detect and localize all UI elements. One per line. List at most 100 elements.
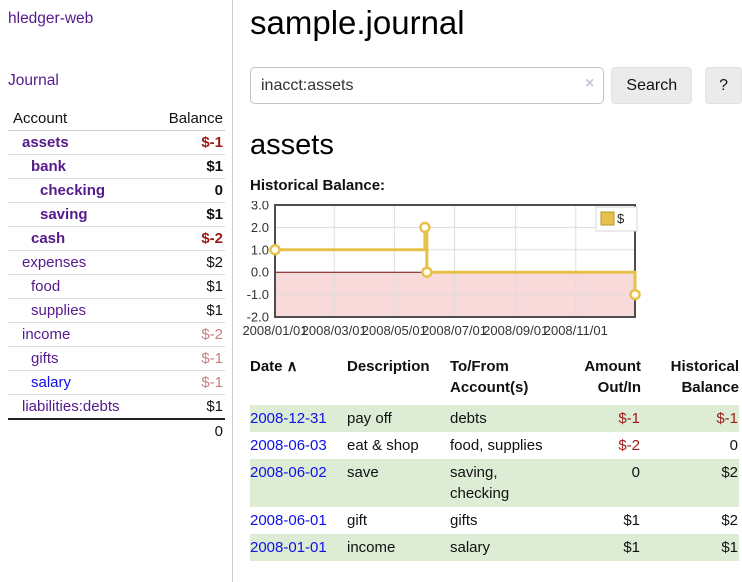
column-header-text: Out/In (597, 379, 641, 396)
column-header-historical-balance: Historical Balance (641, 356, 739, 405)
column-header-text: Date ∧ (250, 358, 298, 375)
transaction-accounts: saving, checking (450, 459, 563, 507)
account-row: expenses $2 (8, 250, 225, 275)
account-row: cash $-2 (8, 226, 225, 251)
transaction-date-link[interactable]: 2008-06-01 (250, 512, 327, 529)
search-box: × (250, 67, 605, 104)
accounts-total-row: 0 (8, 418, 225, 443)
account-link-cash[interactable]: cash (31, 230, 66, 247)
transaction-balance: $1 (721, 539, 738, 556)
account-row: assets $-1 (8, 130, 225, 155)
chart-title: Historical Balance: (250, 177, 386, 194)
account-link-saving[interactable]: saving (40, 206, 88, 223)
column-header-text: Account(s) (450, 379, 529, 396)
account-row: saving $1 (8, 202, 225, 227)
x-axis-tick-label: 2008/01/01 (242, 323, 307, 338)
sidebar: hledger-web Journal Account Balance asse… (0, 0, 233, 582)
data-point-marker (421, 266, 433, 278)
transaction-description: pay off (347, 410, 392, 427)
account-link-checking[interactable]: checking (40, 182, 106, 199)
transaction-row: 2008-06-02 save saving, checking 0 $2 (250, 459, 739, 507)
app-title-link[interactable]: hledger-web (8, 10, 94, 27)
transaction-accounts: gifts (450, 507, 563, 534)
account-balance: $1 (152, 154, 225, 179)
y-axis-tick-label: 0.0 (251, 265, 269, 280)
page-title: sample.journal (250, 4, 465, 41)
transaction-description: income (347, 539, 396, 556)
y-axis-tick-label: -1.0 (247, 287, 269, 302)
clear-search-icon[interactable]: × (585, 75, 595, 92)
transaction-row: 2008-01-01 income salary $1 $1 (250, 534, 739, 561)
accounts-header-balance: Balance (152, 107, 225, 131)
transaction-date-link[interactable]: 2008-06-02 (250, 464, 327, 481)
transaction-accounts: salary (450, 534, 563, 561)
account-link-gifts[interactable]: gifts (31, 350, 59, 367)
search-button[interactable]: Search (611, 67, 693, 104)
transaction-date-link[interactable]: 2008-06-03 (250, 437, 327, 454)
transaction-row: 2008-12-31 pay off debts $-1 $-1 (250, 405, 739, 432)
data-point-marker (629, 288, 641, 301)
search-form: × Search ? (250, 67, 742, 104)
column-header-tofrom-accounts: To/From Account(s) (450, 356, 563, 405)
transaction-amount: $-2 (618, 437, 640, 454)
transaction-amount: $1 (623, 512, 640, 529)
accounts-table-header: Account Balance (8, 107, 225, 131)
transaction-balance: $2 (721, 464, 738, 481)
account-row: income $-2 (8, 322, 225, 347)
account-balance: $1 (152, 274, 225, 299)
column-header-text: Balance (681, 379, 739, 396)
account-heading: assets (250, 129, 334, 161)
account-row: bank $1 (8, 154, 225, 179)
historical-balance-chart: $3.0 2.0 1.0 0.0 -1.0 -2.0 2008/01/01 2008/03/0… (235, 198, 645, 343)
account-balance: $-2 (152, 226, 225, 251)
account-link-bank[interactable]: bank (31, 158, 67, 175)
transaction-accounts-line: saving, (450, 464, 498, 481)
transaction-accounts-line: gifts (450, 512, 478, 529)
transaction-balance: 0 (729, 437, 738, 454)
transaction-accounts-line: food, supplies (450, 437, 543, 454)
transaction-date-link[interactable]: 2008-01-01 (250, 539, 327, 556)
y-axis-tick-label: 2.0 (251, 220, 269, 235)
account-link-salary[interactable]: salary (31, 374, 72, 391)
account-balance: 0 (152, 178, 225, 203)
x-axis-tick-label: 2008/05/01 (362, 323, 427, 338)
account-balance: $-1 (152, 370, 225, 395)
sort-asc-icon: ∧ (282, 358, 298, 375)
transactions-header-row: Date ∧ Description To/From Account(s) Amount… (250, 356, 739, 405)
y-axis-tick-label: -2.0 (247, 310, 269, 325)
transaction-amount: $1 (623, 539, 640, 556)
account-row: gifts $-1 (8, 346, 225, 371)
account-balance: $-1 (152, 346, 225, 371)
account-link-assets[interactable]: assets (22, 134, 69, 151)
accounts-header-account: Account (8, 107, 153, 131)
transaction-balance: $2 (721, 512, 738, 529)
account-link-supplies[interactable]: supplies (31, 302, 87, 319)
accounts-table: Account Balance assets $-1 bank $1 checking 0… (8, 107, 225, 443)
transaction-description: save (347, 464, 379, 481)
column-header-date[interactable]: Date ∧ (250, 356, 347, 405)
x-axis-tick-label: 2008/11/01 (544, 323, 608, 338)
sidebar-item-journal[interactable]: Journal (8, 72, 59, 89)
account-link-expenses[interactable]: expenses (22, 254, 87, 271)
account-link-food[interactable]: food (31, 278, 61, 295)
legend-swatch (600, 211, 615, 226)
transaction-accounts-line: salary (450, 539, 491, 556)
transaction-description: gift (347, 512, 368, 529)
help-button[interactable]: ? (705, 67, 742, 104)
search-input[interactable] (250, 67, 605, 104)
column-header-description: Description (347, 356, 450, 405)
historical-balance-chart-svg: $3.0 2.0 1.0 0.0 -1.0 -2.02008/01/012008/03/0… (242, 198, 641, 338)
transaction-date-link[interactable]: 2008-12-31 (250, 410, 327, 427)
transaction-row: 2008-06-01 gift gifts $1 $2 (250, 507, 739, 534)
main-content: sample.journal × Search ? assets Histori… (233, 0, 742, 582)
plot-border (274, 204, 636, 318)
transaction-accounts-line: checking (450, 485, 510, 502)
account-row: salary $-1 (8, 370, 225, 395)
account-link-income[interactable]: income (22, 326, 71, 343)
transaction-row: 2008-06-03 eat & shop food, supplies $-2 0 (250, 432, 739, 459)
transaction-accounts: food, supplies (450, 432, 563, 459)
transaction-balance: $-1 (716, 410, 738, 427)
transaction-accounts-line: debts (450, 410, 487, 427)
account-link-liabilities-debts[interactable]: liabilities:debts (22, 398, 120, 415)
